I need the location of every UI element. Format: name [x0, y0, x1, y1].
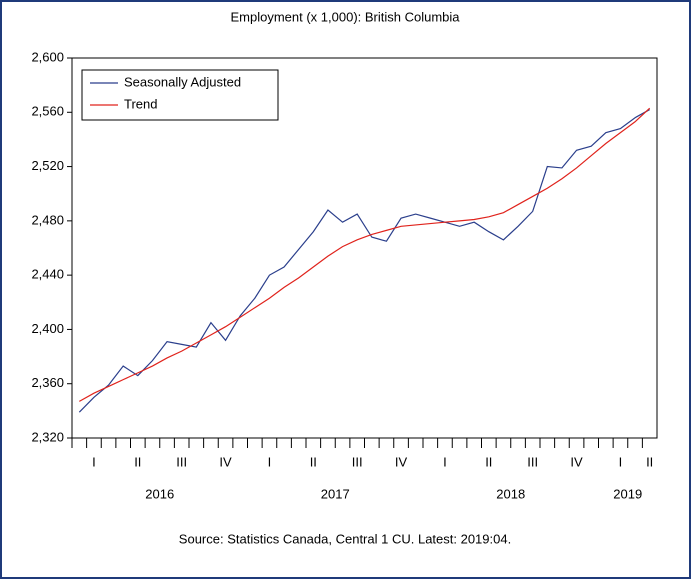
y-tick-label: 2,360: [31, 375, 64, 390]
year-label: 2017: [321, 486, 350, 501]
series-line: [79, 107, 651, 402]
y-tick-label: 2,560: [31, 104, 64, 119]
year-label: 2018: [496, 486, 525, 501]
quarter-label: III: [176, 454, 187, 469]
quarter-label: II: [485, 454, 492, 469]
y-tick-label: 2,520: [31, 158, 64, 173]
quarter-label: I: [619, 454, 623, 469]
legend-box: [81, 69, 279, 121]
y-tick-label: 2,320: [31, 429, 64, 444]
quarter-label: I: [268, 454, 272, 469]
quarter-label: II: [646, 454, 653, 469]
quarter-label: II: [310, 454, 317, 469]
quarter-label: IV: [219, 454, 232, 469]
series-line: [78, 109, 650, 413]
quarter-label: III: [352, 454, 363, 469]
quarter-label: I: [443, 454, 447, 469]
legend-label: Trend: [124, 96, 157, 111]
quarter-label: IV: [570, 454, 583, 469]
legend-label: Seasonally Adjusted: [124, 74, 241, 89]
chart-title: Employment (x 1,000): British Columbia: [230, 9, 460, 24]
quarter-label: IV: [395, 454, 408, 469]
quarter-label: I: [92, 454, 96, 469]
y-tick-label: 2,440: [31, 267, 64, 282]
quarter-label: II: [134, 454, 141, 469]
y-tick-label: 2,480: [31, 212, 64, 227]
y-tick-label: 2,400: [31, 321, 64, 336]
year-label: 2016: [145, 486, 174, 501]
year-label: 2019: [613, 486, 642, 501]
quarter-label: III: [527, 454, 538, 469]
source-note: Source: Statistics Canada, Central 1 CU.…: [179, 531, 511, 546]
y-tick-label: 2,600: [31, 49, 64, 64]
